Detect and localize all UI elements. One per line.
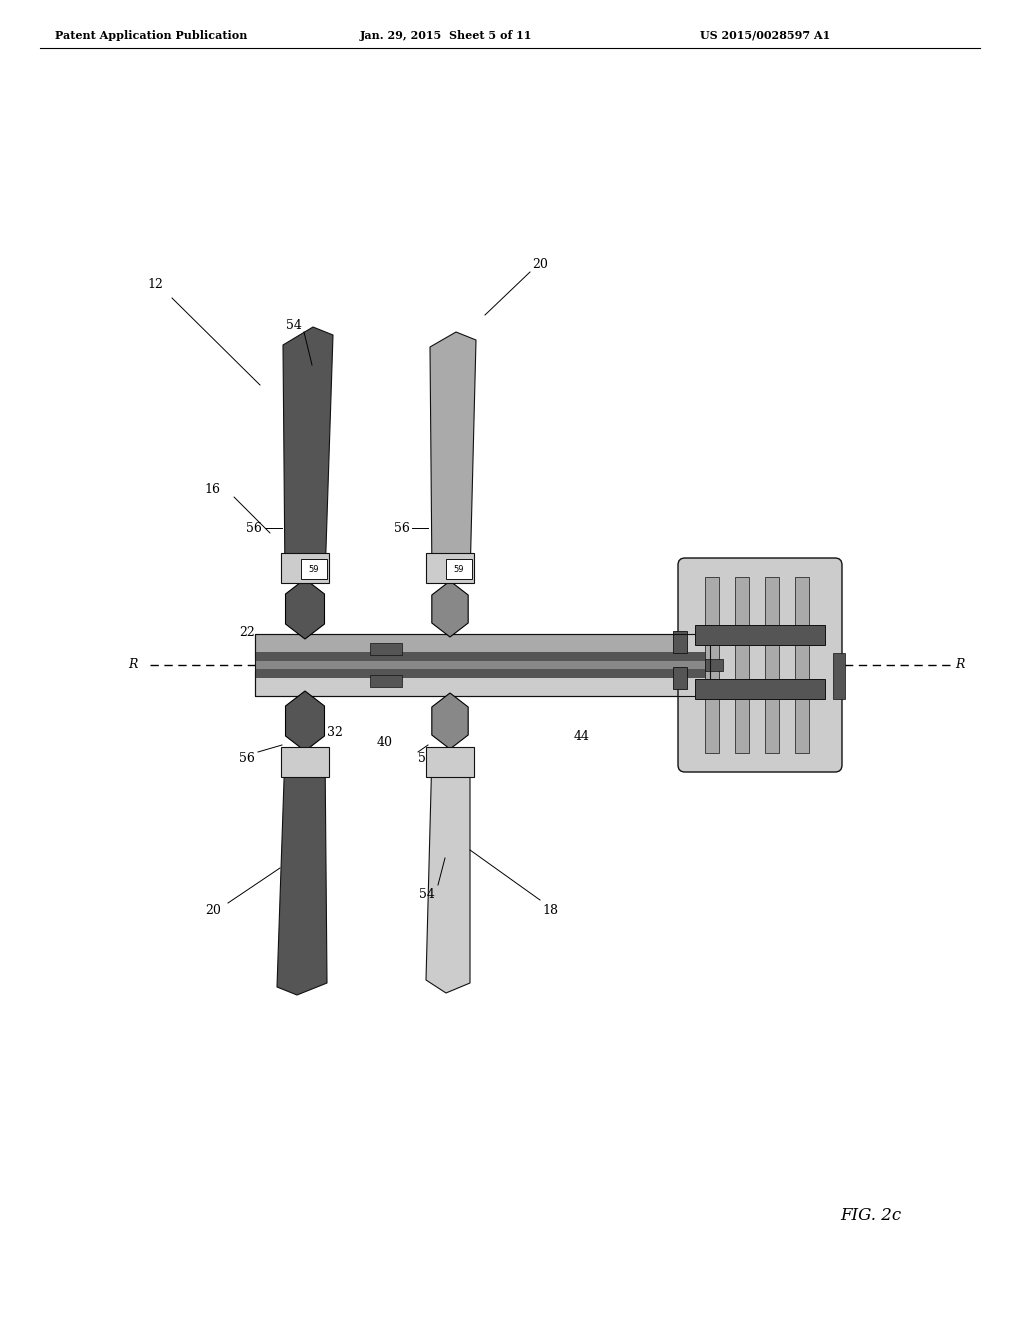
Polygon shape xyxy=(286,579,325,639)
Bar xyxy=(255,634,710,659)
Text: 22: 22 xyxy=(240,626,255,639)
Text: 20: 20 xyxy=(205,903,221,916)
Polygon shape xyxy=(426,751,470,993)
Polygon shape xyxy=(432,581,468,638)
Text: 18: 18 xyxy=(542,903,558,916)
Text: 56: 56 xyxy=(240,751,255,764)
Polygon shape xyxy=(286,690,325,751)
Polygon shape xyxy=(283,327,333,579)
Text: Jan. 29, 2015  Sheet 5 of 11: Jan. 29, 2015 Sheet 5 of 11 xyxy=(360,30,532,41)
Bar xyxy=(735,577,749,752)
Bar xyxy=(281,747,329,777)
Text: 56: 56 xyxy=(394,521,410,535)
Text: 32: 32 xyxy=(327,726,343,738)
Text: 59: 59 xyxy=(309,565,319,573)
Bar xyxy=(255,671,710,696)
Text: R: R xyxy=(955,659,965,672)
Bar xyxy=(255,652,710,663)
Text: 54: 54 xyxy=(419,888,435,902)
Bar xyxy=(695,678,825,700)
Bar xyxy=(795,577,809,752)
Text: 56: 56 xyxy=(418,751,434,764)
Text: R: R xyxy=(129,659,138,672)
Bar xyxy=(705,659,723,671)
Text: US 2015/0028597 A1: US 2015/0028597 A1 xyxy=(700,30,830,41)
Bar xyxy=(370,675,402,686)
Bar xyxy=(255,668,710,678)
Bar xyxy=(673,667,687,689)
Bar xyxy=(370,643,402,655)
Text: 56: 56 xyxy=(246,521,262,535)
Bar xyxy=(695,624,825,645)
Text: 12: 12 xyxy=(147,279,163,292)
Bar xyxy=(446,558,472,579)
Text: Patent Application Publication: Patent Application Publication xyxy=(55,30,248,41)
Polygon shape xyxy=(430,333,476,579)
Text: 59: 59 xyxy=(454,565,464,573)
Bar xyxy=(255,661,710,669)
Text: 24: 24 xyxy=(440,730,456,743)
Text: FIG. 2c: FIG. 2c xyxy=(840,1206,901,1224)
Bar xyxy=(673,631,687,653)
Text: 54: 54 xyxy=(286,318,302,331)
Bar xyxy=(705,577,719,752)
Bar xyxy=(281,553,329,583)
Bar xyxy=(765,577,779,752)
Bar xyxy=(426,553,474,583)
Bar xyxy=(301,558,327,579)
FancyBboxPatch shape xyxy=(678,558,842,772)
Bar xyxy=(426,747,474,777)
Bar xyxy=(833,653,845,700)
Bar xyxy=(255,634,710,696)
Polygon shape xyxy=(278,751,327,995)
Polygon shape xyxy=(432,693,468,748)
Text: 44: 44 xyxy=(574,730,590,743)
Text: 20: 20 xyxy=(532,259,548,272)
Text: 16: 16 xyxy=(204,483,220,496)
Text: 40: 40 xyxy=(377,735,393,748)
